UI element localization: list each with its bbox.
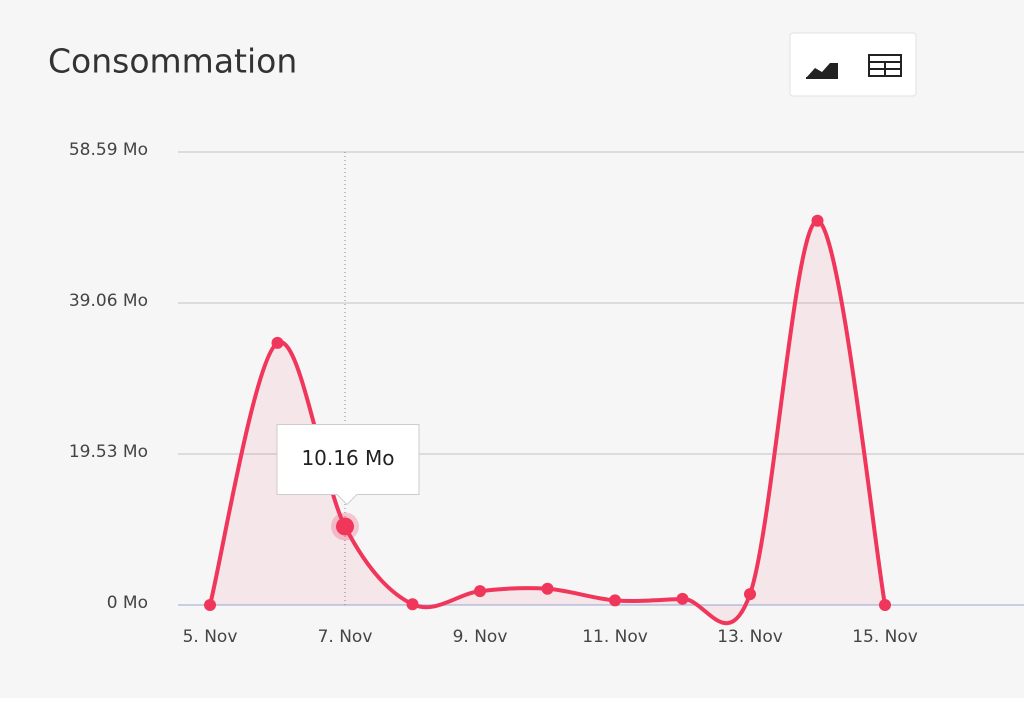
point — [879, 599, 891, 611]
y-tick-label: 58.59 Mo — [69, 140, 148, 160]
tooltip-box — [276, 423, 420, 506]
point — [204, 599, 216, 611]
x-tick-label: 13. Nov — [717, 627, 783, 647]
table-view-button[interactable] — [868, 54, 902, 77]
x-tick-label: 5. Nov — [183, 627, 238, 647]
area-view-button[interactable] — [806, 63, 838, 78]
point — [676, 592, 689, 605]
point — [744, 588, 756, 601]
area-fill — [210, 220, 885, 624]
x-tick-label: 15. Nov — [852, 627, 918, 647]
x-tick-label: 7. Nov — [318, 627, 373, 647]
panel — [0, 0, 1024, 698]
point — [609, 594, 621, 607]
x-tick-label: 9. Nov — [453, 627, 508, 647]
area-icon-base — [806, 77, 838, 79]
point — [541, 582, 554, 595]
point — [271, 336, 284, 349]
line — [208, 218, 887, 625]
y-tick-label: 0 Mo — [107, 593, 148, 613]
y-tick-label: 39.06 Mo — [69, 291, 148, 311]
point — [336, 517, 354, 536]
chart-title: Consommation — [48, 42, 297, 81]
point — [406, 598, 419, 611]
x-tick-label: 11. Nov — [582, 627, 648, 647]
point — [811, 214, 824, 227]
toolbar — [789, 32, 917, 97]
y-tick-label: 19.53 Mo — [69, 442, 148, 462]
toolbar-box — [789, 32, 917, 97]
point — [474, 585, 486, 598]
tooltip-label: 10.16 Mo — [301, 446, 394, 470]
